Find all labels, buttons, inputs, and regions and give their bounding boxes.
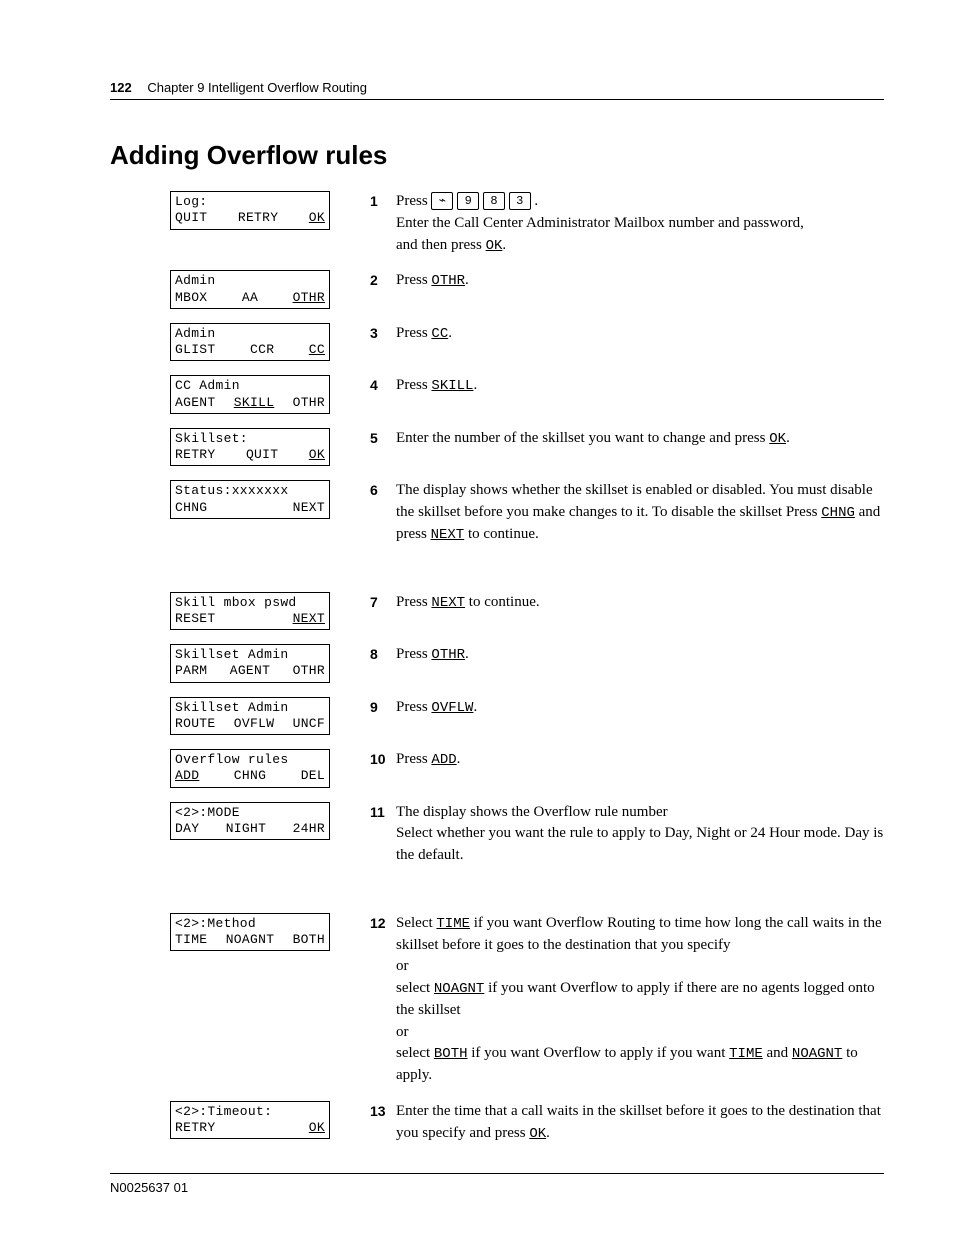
- lcd-ccadmin: CC Admin AGENTSKILLOTHR: [170, 375, 330, 414]
- lcd-sadmin2: Skillset Admin ROUTEOVFLWUNCF: [170, 697, 330, 736]
- page-number: 122: [110, 80, 132, 95]
- lcd-mode: <2>:MODE DAYNIGHT24HR: [170, 802, 330, 841]
- lcd-sadmin1: Skillset Admin PARMAGENTOTHR: [170, 644, 330, 683]
- lcd-ovrules: Overflow rules ADDCHNGDEL: [170, 749, 330, 788]
- lcd-admin: Admin MBOXAAOTHR: [170, 270, 330, 309]
- lcd-status: Status:xxxxxxx CHNGNEXT: [170, 480, 330, 519]
- footer: N0025637 01: [110, 1173, 884, 1195]
- chapter-title: Chapter 9 Intelligent Overflow Routing: [147, 80, 367, 95]
- lcd-pswd: Skill mbox pswd RESETNEXT: [170, 592, 330, 631]
- lcd-skillset: Skillset: RETRYQUITOK: [170, 428, 330, 467]
- digit-key: 3: [509, 192, 531, 210]
- running-header: 122 Chapter 9 Intelligent Overflow Routi…: [110, 80, 884, 100]
- content: Log: QUIT RETRY OK 1 Press ⌁ 9 8 3 .: [110, 191, 884, 1158]
- section-title: Adding Overflow rules: [110, 140, 884, 171]
- doc-id: N0025637 01: [110, 1180, 188, 1195]
- lcd-timeout: <2>:Timeout: RETRYOK: [170, 1101, 330, 1140]
- lcd-admin2: Admin GLISTCCRCC: [170, 323, 330, 362]
- digit-key: 8: [483, 192, 505, 210]
- page: 122 Chapter 9 Intelligent Overflow Routi…: [0, 0, 954, 1235]
- step-row: Log: QUIT RETRY OK 1 Press ⌁ 9 8 3 .: [110, 191, 884, 256]
- lcd-log: Log: QUIT RETRY OK: [170, 191, 330, 230]
- digit-key: 9: [457, 192, 479, 210]
- step-body: Press ⌁ 9 8 3 . Enter the Call Center Ad…: [396, 191, 884, 256]
- feature-key-icon: ⌁: [431, 192, 453, 210]
- lcd-method: <2>:Method TIMENOAGNTBOTH: [170, 913, 330, 952]
- step-number: 1: [370, 191, 396, 256]
